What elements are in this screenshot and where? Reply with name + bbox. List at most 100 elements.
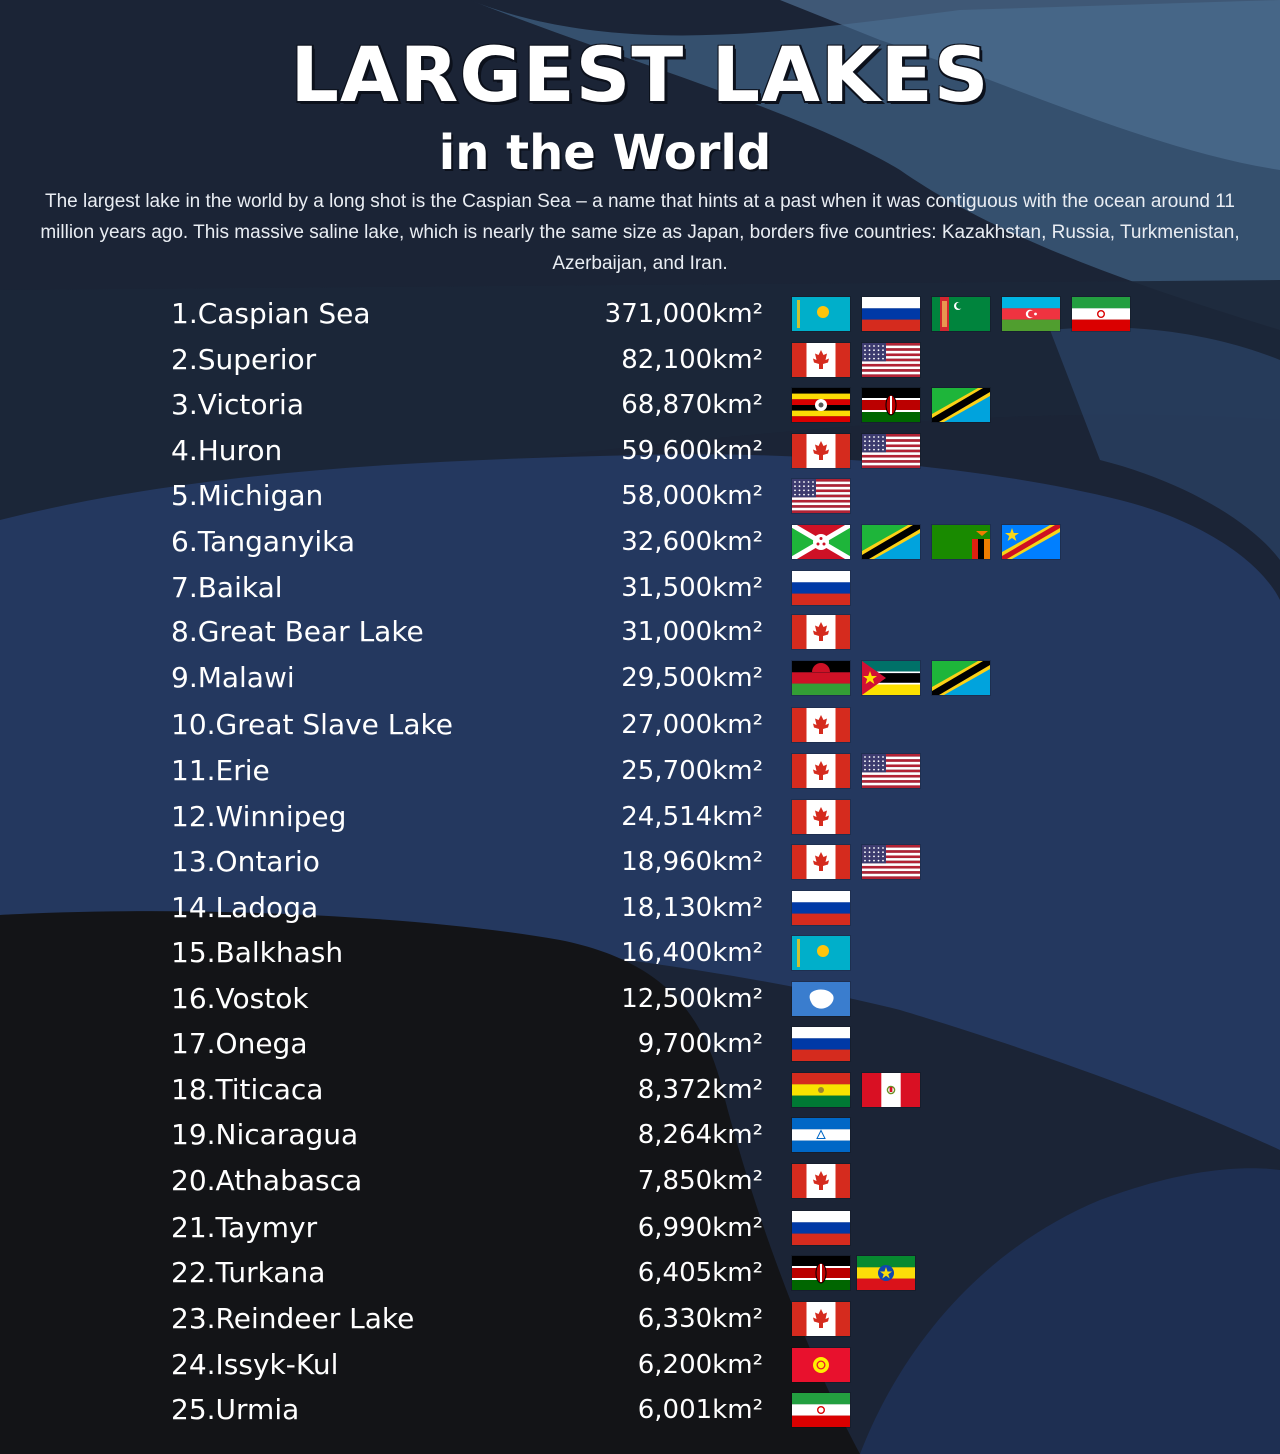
usa-flag-icon [792,479,850,513]
zambia-flag-icon [932,525,990,559]
lake-name: 21.Taymyr [171,1211,318,1244]
page-subtitle: in the World [438,125,772,181]
lake-name: 13.Ontario [171,845,320,878]
lake-name: 16.Vostok [171,982,309,1015]
lake-area: 6,330km² [637,1304,763,1334]
lake-area: 31,500km² [621,573,763,603]
lake-row: 21.Taymyr 6,990km² [0,1208,1280,1248]
lake-area: 8,372km² [637,1075,763,1105]
burundi-flag-icon [792,525,850,559]
lake-area: 29,500km² [621,663,763,693]
lake-area: 18,960km² [621,847,763,877]
lake-name: 3.Victoria [171,388,304,421]
lake-area: 6,990km² [637,1213,763,1243]
lake-name: 10.Great Slave Lake [171,708,453,741]
lake-name: 18.Titicaca [171,1073,324,1106]
canada-flag-icon [792,800,850,834]
lake-area: 6,001km² [637,1395,763,1425]
lake-row: 14.Ladoga 18,130km² [0,888,1280,928]
lake-row: 8.Great Bear Lake 31,000km² [0,612,1280,652]
iran-flag-icon [792,1393,850,1427]
canada-flag-icon [792,1164,850,1198]
antarctica-flag-icon [792,982,850,1016]
lake-name: 12.Winnipeg [171,800,347,833]
lake-name: 14.Ladoga [171,891,319,924]
lake-row: 19.Nicaragua 8,264km² [0,1115,1280,1155]
lake-area: 18,130km² [621,893,763,923]
kenya-flag-icon [792,1256,850,1290]
peru-flag-icon [862,1073,920,1107]
lake-area: 371,000km² [604,299,763,329]
lake-name: 23.Reindeer Lake [171,1302,415,1335]
lake-area: 12,500km² [621,984,763,1014]
kazakhstan-flag-icon [792,936,850,970]
kyrgyzstan-flag-icon [792,1348,850,1382]
iran-flag-icon [1072,297,1130,331]
lake-row: 7.Baikal 31,500km² [0,568,1280,608]
russia-flag-icon [792,891,850,925]
lake-area: 24,514km² [621,802,763,832]
lake-name: 20.Athabasca [171,1164,363,1197]
canada-flag-icon [792,434,850,468]
uganda-flag-icon [792,388,850,422]
lake-row: 13.Ontario 18,960km² [0,842,1280,882]
lake-name: 11.Erie [171,754,270,787]
lake-row: 2.Superior 82,100km² [0,340,1280,380]
lake-row: 20.Athabasca 7,850km² [0,1161,1280,1201]
lake-name: 15.Balkhash [171,936,344,969]
lake-name: 6.Tanganyika [171,525,355,558]
lake-area: 6,405km² [637,1258,763,1288]
lake-row: 18.Titicaca 8,372km² [0,1070,1280,1110]
lake-row: 3.Victoria 68,870km² [0,385,1280,425]
russia-flag-icon [792,571,850,605]
lake-name: 17.Onega [171,1027,308,1060]
lake-row: 15.Balkhash 16,400km² [0,933,1280,973]
usa-flag-icon [862,434,920,468]
lake-row: 12.Winnipeg 24,514km² [0,797,1280,837]
lake-area: 7,850km² [637,1166,763,1196]
tanzania-flag-icon [932,388,990,422]
dr-congo-flag-icon [1002,525,1060,559]
description-text: The largest lake in the world by a long … [40,191,1240,274]
lake-area: 16,400km² [621,938,763,968]
lake-name: 7.Baikal [171,571,283,604]
lake-area: 32,600km² [621,527,763,557]
ethiopia-flag-icon [857,1256,915,1290]
malawi-flag-icon [792,661,850,695]
turkmenistan-flag-icon [932,297,990,331]
lake-name: 24.Issyk-Kul [171,1348,339,1381]
lake-area: 68,870km² [621,390,763,420]
lake-name: 19.Nicaragua [171,1118,359,1151]
canada-flag-icon [792,343,850,377]
lake-name: 2.Superior [171,343,317,376]
lake-row: 5.Michigan 58,000km² [0,476,1280,516]
usa-flag-icon [862,754,920,788]
canada-flag-icon [792,754,850,788]
lake-row: 9.Malawi 29,500km² [0,658,1280,698]
lake-area: 31,000km² [621,617,763,647]
russia-flag-icon [862,297,920,331]
mozambique-flag-icon [862,661,920,695]
canada-flag-icon [792,708,850,742]
lake-area: 82,100km² [621,345,763,375]
russia-flag-icon [792,1211,850,1245]
lake-row: 4.Huron 59,600km² [0,431,1280,471]
lake-name: 9.Malawi [171,661,295,694]
kenya-flag-icon [862,388,920,422]
tanzania-flag-icon [862,525,920,559]
kazakhstan-flag-icon [792,297,850,331]
lake-row: 11.Erie 25,700km² [0,751,1280,791]
lake-row: 17.Onega 9,700km² [0,1024,1280,1064]
lake-area: 8,264km² [637,1120,763,1150]
lake-row: 1.Caspian Sea 371,000km² [0,294,1280,334]
russia-flag-icon [792,1027,850,1061]
page-title: LARGEST LAKES [290,30,990,119]
lake-row: 6.Tanganyika 32,600km² [0,522,1280,562]
usa-flag-icon [862,343,920,377]
lake-area: 6,200km² [637,1350,763,1380]
bolivia-flag-icon [792,1073,850,1107]
lake-area: 59,600km² [621,436,763,466]
tanzania-flag-icon [932,661,990,695]
nicaragua-flag-icon [792,1118,850,1152]
